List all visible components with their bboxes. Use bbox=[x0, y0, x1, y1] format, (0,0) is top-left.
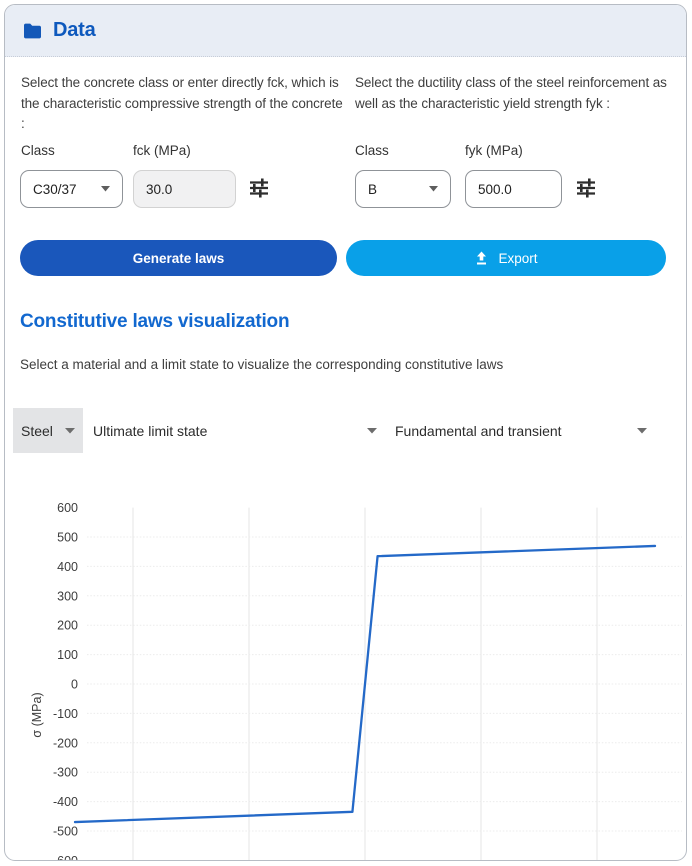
steel-class-select[interactable]: B bbox=[355, 170, 451, 208]
fck-input[interactable] bbox=[133, 170, 236, 208]
export-label: Export bbox=[498, 250, 538, 266]
visualization-title: Constitutive laws visualization bbox=[20, 311, 290, 332]
chart-line-steel-constitutive-law bbox=[73, 544, 657, 824]
limit-state-select-value: Ultimate limit state bbox=[93, 422, 208, 439]
y-tick-label: -600 bbox=[53, 854, 78, 861]
chevron-down-icon bbox=[65, 427, 75, 434]
concrete-class-select[interactable]: C30/37 bbox=[20, 170, 123, 208]
fyk-input[interactable] bbox=[465, 170, 562, 208]
constitutive-law-chart: 600 500 400 300 200 100 0 -100 -200 -300 -400 -500 -… bbox=[5, 486, 686, 861]
y-tick-label: 400 bbox=[57, 560, 78, 574]
y-tick-label: 100 bbox=[57, 648, 78, 662]
generate-laws-label: Generate laws bbox=[132, 250, 225, 266]
y-tick-label: -400 bbox=[53, 795, 78, 809]
generate-laws-button[interactable]: Generate laws bbox=[20, 240, 337, 276]
y-tick-label: -200 bbox=[53, 736, 78, 750]
combination-select-value: Fundamental and transient bbox=[395, 422, 562, 439]
chevron-down-icon bbox=[429, 186, 438, 192]
card-header: Data bbox=[5, 5, 686, 57]
y-tick-label: 200 bbox=[57, 619, 78, 633]
upload-icon bbox=[474, 251, 489, 266]
sliders-icon bbox=[574, 178, 598, 203]
y-tick-label: -100 bbox=[53, 707, 78, 721]
fyk-label: fyk (MPa) bbox=[465, 143, 523, 158]
steel-class-value: B bbox=[368, 181, 378, 197]
combination-select[interactable]: Fundamental and transient bbox=[391, 408, 659, 453]
y-tick-label: 300 bbox=[57, 589, 78, 603]
y-tick-label: -500 bbox=[53, 825, 78, 839]
chevron-down-icon bbox=[637, 427, 647, 434]
concrete-description: Select the concrete class or enter direc… bbox=[21, 75, 343, 131]
chevron-down-icon bbox=[101, 186, 110, 192]
folder-icon bbox=[23, 23, 42, 39]
concrete-class-label: Class bbox=[21, 143, 55, 158]
chevron-down-icon bbox=[367, 427, 377, 434]
steel-class-label: Class bbox=[355, 143, 389, 158]
y-tick-label: 600 bbox=[57, 501, 78, 515]
data-card: Data Select the concrete class or enter … bbox=[4, 4, 687, 861]
y-tick-label: 0 bbox=[71, 678, 78, 692]
chart-canvas: 600 500 400 300 200 100 0 -100 -200 -300 -400 -500 -… bbox=[30, 501, 682, 861]
visualization-subtitle: Select a material and a limit state to v… bbox=[20, 357, 504, 372]
page-title: Data bbox=[53, 19, 96, 41]
y-axis-label: σ (MPa) bbox=[30, 692, 44, 737]
concrete-class-value: C30/37 bbox=[33, 181, 77, 197]
export-button[interactable]: Export bbox=[346, 240, 666, 276]
fck-tune-button[interactable] bbox=[246, 176, 272, 202]
fyk-tune-button[interactable] bbox=[573, 176, 599, 202]
y-tick-label: -300 bbox=[53, 766, 78, 780]
material-select[interactable]: Steel bbox=[13, 408, 83, 453]
sliders-icon bbox=[247, 178, 271, 203]
steel-description: Select the ductility class of the steel … bbox=[355, 75, 667, 111]
limit-state-select[interactable]: Ultimate limit state bbox=[89, 408, 389, 453]
y-tick-label: 500 bbox=[57, 531, 78, 545]
material-select-value: Steel bbox=[21, 422, 53, 439]
fck-label: fck (MPa) bbox=[133, 143, 191, 158]
